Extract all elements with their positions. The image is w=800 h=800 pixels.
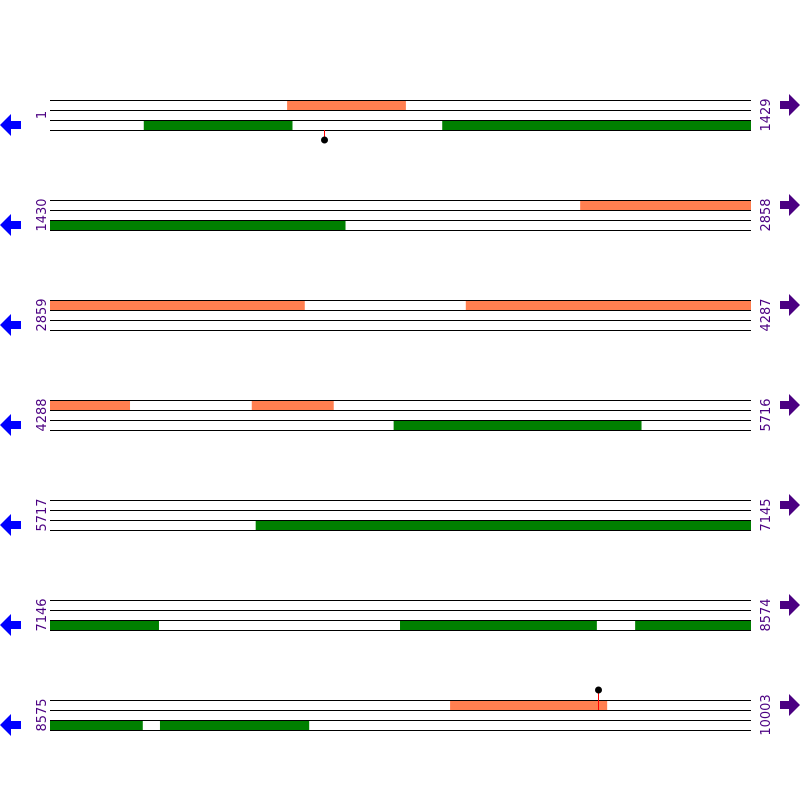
arrow-left-icon[interactable]: [0, 514, 21, 536]
row-start-label: 1430: [35, 198, 50, 231]
row-start-label: 7146: [35, 598, 50, 631]
arrow-right-icon[interactable]: [780, 594, 800, 616]
forward-feature[interactable]: [287, 100, 406, 110]
arrow-left-icon[interactable]: [0, 114, 21, 136]
sequence-row: 7146 8574: [0, 594, 800, 636]
reverse-feature[interactable]: [393, 420, 642, 430]
row-end-label: 8574: [759, 598, 774, 631]
forward-feature[interactable]: [580, 200, 751, 210]
arrow-right-icon[interactable]: [780, 194, 800, 216]
row-start-label: 2859: [35, 298, 50, 331]
sequence-row: 8575 10003: [0, 686, 800, 736]
reverse-feature[interactable]: [400, 620, 597, 630]
arrow-left-icon[interactable]: [0, 414, 21, 436]
reverse-feature[interactable]: [255, 520, 751, 530]
reverse-feature[interactable]: [50, 620, 159, 630]
row-start-label: 5717: [35, 498, 50, 531]
arrow-right-icon[interactable]: [780, 694, 800, 716]
reverse-feature[interactable]: [143, 120, 293, 130]
sequence-row: 5717 7145: [0, 494, 800, 536]
row-end-label: 7145: [759, 498, 774, 531]
row-end-label: 10003: [759, 694, 774, 735]
arrow-right-icon[interactable]: [780, 94, 800, 116]
row-start-label: 4288: [35, 398, 50, 431]
row-end-label: 5716: [759, 398, 774, 431]
marker-dot[interactable]: [321, 136, 328, 144]
sequence-row: 1430 2858: [0, 194, 800, 236]
row-end-label: 2858: [759, 198, 774, 231]
arrow-right-icon[interactable]: [780, 294, 800, 316]
reverse-feature[interactable]: [50, 220, 346, 230]
reverse-feature[interactable]: [442, 120, 751, 130]
arrow-right-icon[interactable]: [780, 494, 800, 516]
arrow-left-icon[interactable]: [0, 714, 21, 736]
forward-feature[interactable]: [465, 300, 751, 310]
arrow-left-icon[interactable]: [0, 614, 21, 636]
row-start-label: 8575: [35, 698, 50, 731]
forward-feature[interactable]: [50, 300, 305, 310]
row-end-label: 4287: [759, 298, 774, 331]
reverse-feature[interactable]: [635, 620, 751, 630]
forward-feature[interactable]: [450, 700, 608, 710]
arrow-right-icon[interactable]: [780, 394, 800, 416]
forward-feature[interactable]: [251, 400, 334, 410]
row-start-label: 1: [35, 111, 50, 119]
forward-feature[interactable]: [50, 400, 131, 410]
row-end-label: 1429: [759, 98, 774, 131]
arrow-left-icon[interactable]: [0, 314, 21, 336]
sequence-row: 2859 4287: [0, 294, 800, 336]
sequence-row: 4288 5716: [0, 394, 800, 436]
marker-dot[interactable]: [595, 686, 602, 694]
reverse-feature[interactable]: [50, 720, 143, 730]
reverse-feature[interactable]: [159, 720, 310, 730]
arrow-left-icon[interactable]: [0, 214, 21, 236]
sequence-row: 1 1429: [0, 94, 800, 144]
